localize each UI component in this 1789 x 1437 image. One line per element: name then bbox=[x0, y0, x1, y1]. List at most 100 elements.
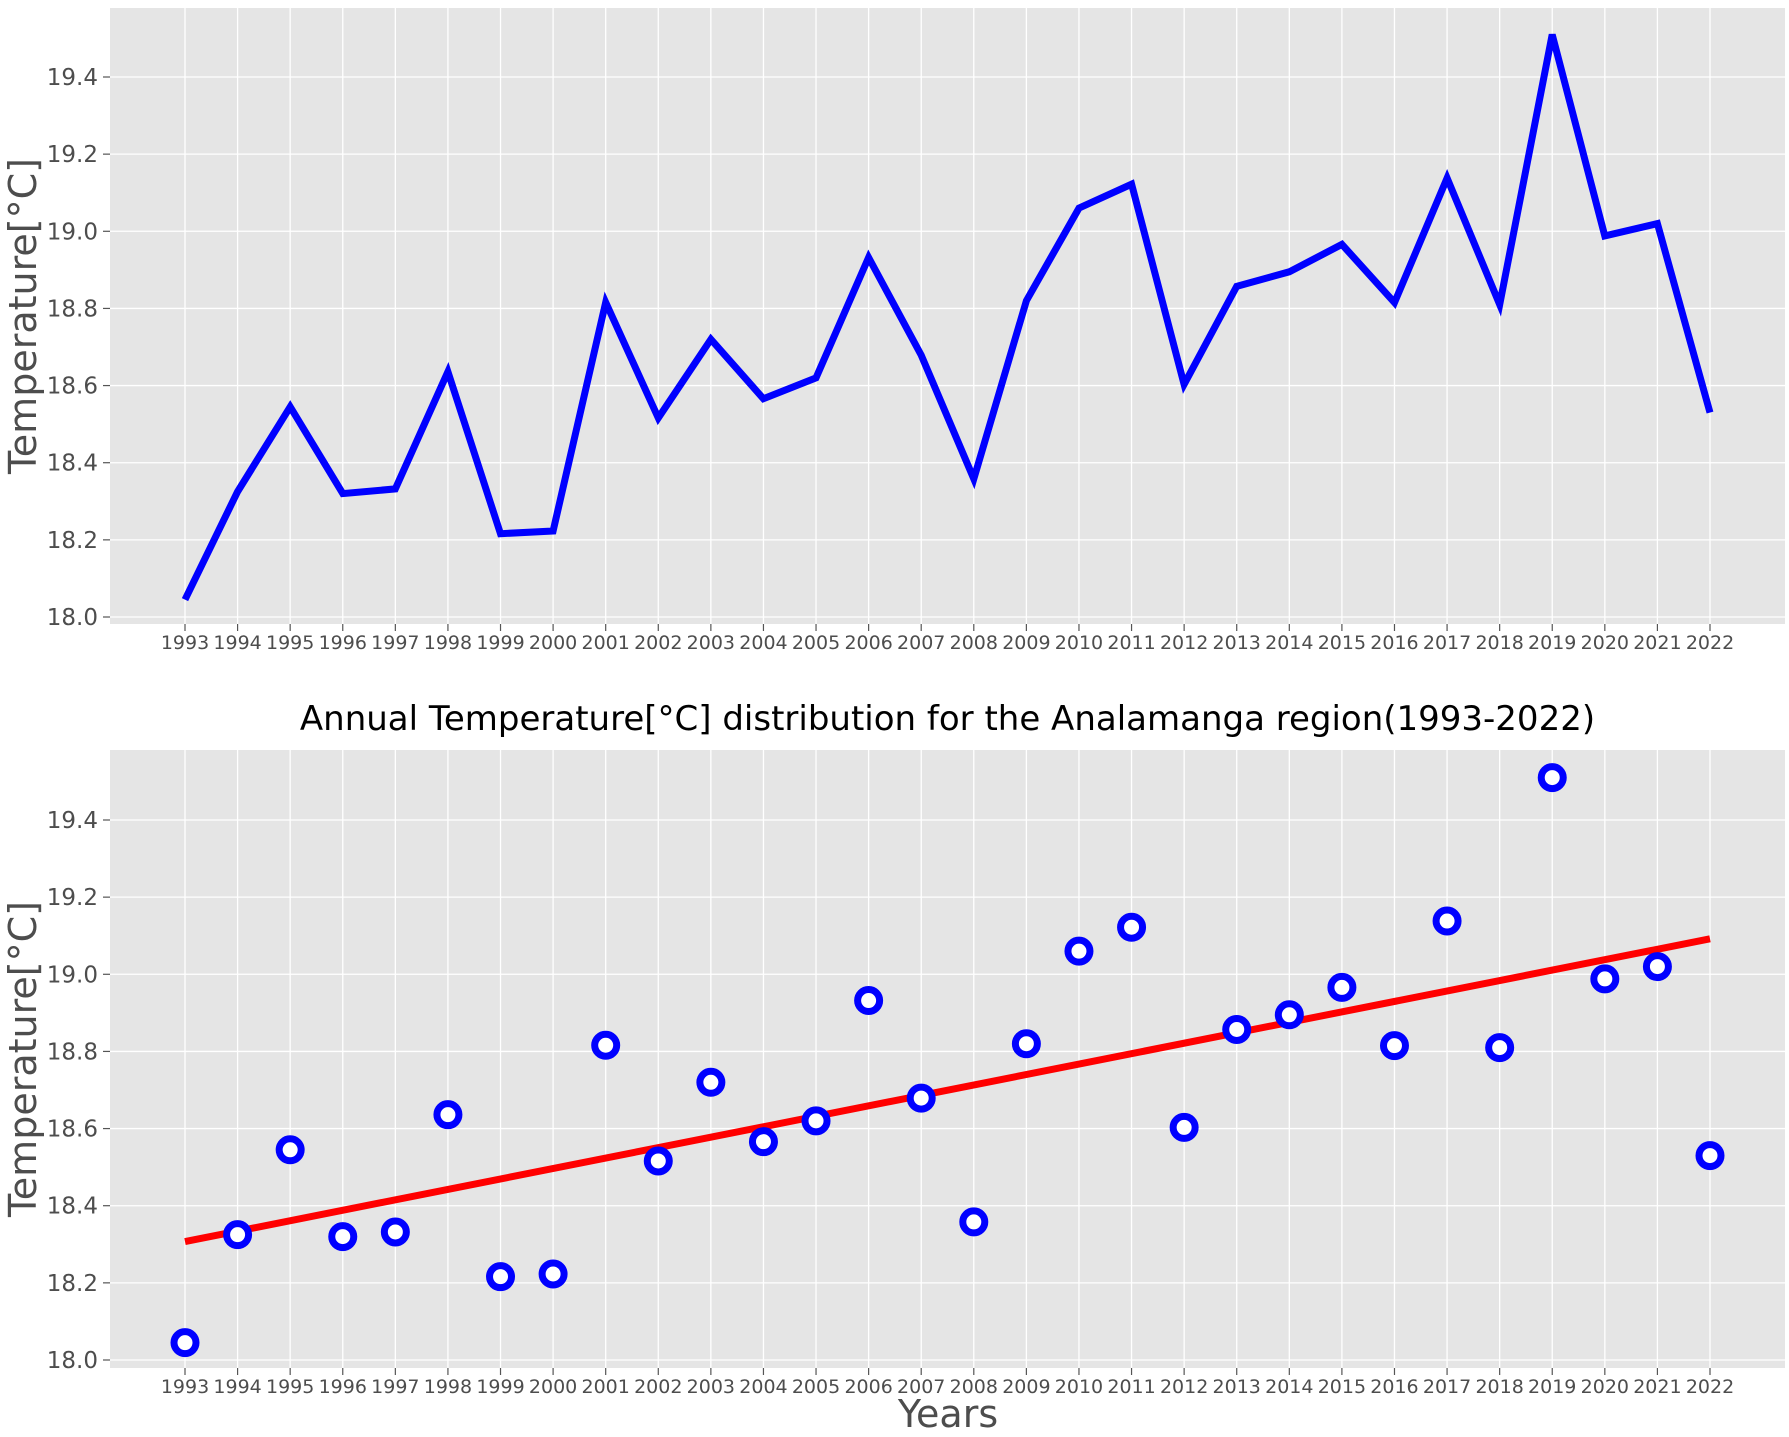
x-tick-labels: 1993 1994 1995 1996 1997 1998 1999 2000 2001 2002… bbox=[161, 1368, 1734, 1398]
y-tick-label: 18.8 bbox=[47, 296, 98, 322]
data-point bbox=[486, 1262, 516, 1292]
x-tick-label: 2009 bbox=[1002, 632, 1050, 654]
data-point bbox=[433, 1100, 463, 1130]
data-point bbox=[1590, 964, 1620, 994]
data-point bbox=[854, 986, 884, 1016]
data-point bbox=[328, 1222, 358, 1252]
x-tick-label: 1999 bbox=[476, 1376, 524, 1398]
x-tick-label: 2012 bbox=[1160, 1376, 1208, 1398]
x-tick-label: 1995 bbox=[266, 1376, 314, 1398]
x-tick-label: 2011 bbox=[1107, 1376, 1155, 1398]
data-point bbox=[1327, 972, 1357, 1002]
x-tick-label: 1997 bbox=[371, 632, 419, 654]
x-tick-label: 2014 bbox=[1265, 1376, 1313, 1398]
data-point bbox=[696, 1067, 726, 1097]
x-tick-label: 2017 bbox=[1423, 632, 1471, 654]
y-tick-label: 18.8 bbox=[47, 1039, 98, 1065]
scatter-series bbox=[170, 763, 1725, 1358]
x-axis-label: Years bbox=[897, 1392, 998, 1436]
y-tick-label: 19.0 bbox=[47, 219, 98, 245]
x-tick-label: 2008 bbox=[950, 632, 998, 654]
x-tick-label: 2015 bbox=[1318, 632, 1366, 654]
data-point bbox=[1537, 763, 1567, 793]
data-point bbox=[380, 1217, 410, 1247]
data-point bbox=[538, 1259, 568, 1289]
data-point bbox=[1432, 906, 1462, 936]
x-tick-label: 2005 bbox=[792, 1376, 840, 1398]
x-tick-label: 2007 bbox=[897, 632, 945, 654]
data-point bbox=[1117, 912, 1147, 942]
x-tick-label: 2007 bbox=[897, 1376, 945, 1398]
x-tick-label: 2001 bbox=[582, 632, 630, 654]
data-point bbox=[275, 1135, 305, 1165]
y-tick-label: 18.2 bbox=[47, 1271, 98, 1297]
x-tick-label: 1993 bbox=[161, 632, 209, 654]
x-tick-label: 2002 bbox=[634, 1376, 682, 1398]
x-tick-label: 2022 bbox=[1686, 632, 1734, 654]
x-tick-labels: 1993 1994 1995 1996 1997 1998 1999 2000 2001 2002… bbox=[161, 624, 1734, 654]
data-point bbox=[223, 1220, 253, 1250]
x-tick-label: 2006 bbox=[844, 632, 892, 654]
y-tick-labels: 18.0 18.2 18.4 18.6 18.8 19.0 19.2 19.4 bbox=[47, 65, 110, 631]
x-tick-label: 1996 bbox=[319, 632, 367, 654]
x-tick-label: 2003 bbox=[687, 632, 735, 654]
data-point bbox=[1642, 952, 1672, 982]
data-point bbox=[1011, 1029, 1041, 1059]
data-point bbox=[591, 1030, 621, 1060]
data-point bbox=[643, 1146, 673, 1176]
series-line bbox=[181, 33, 1714, 602]
x-tick-label: 1994 bbox=[213, 1376, 261, 1398]
line-series bbox=[181, 33, 1714, 602]
x-tick-label: 2010 bbox=[1055, 1376, 1103, 1398]
x-tick-label: 1997 bbox=[371, 1376, 419, 1398]
data-point bbox=[906, 1083, 936, 1113]
x-tick-label: 1998 bbox=[424, 1376, 472, 1398]
x-tick-label: 2005 bbox=[792, 632, 840, 654]
x-tick-label: 2000 bbox=[529, 1376, 577, 1398]
y-tick-label: 19.4 bbox=[47, 808, 98, 834]
x-tick-label: 1999 bbox=[476, 632, 524, 654]
line-chart-panel: 18.018.218.418.618.819.019.219.4 1993 199… bbox=[1, 8, 1785, 654]
x-tick-label: 2017 bbox=[1423, 1376, 1471, 1398]
data-point bbox=[1222, 1014, 1252, 1044]
y-tick-label: 19.0 bbox=[47, 962, 98, 988]
plot-area-background bbox=[110, 8, 1785, 624]
y-tick-label: 18.2 bbox=[47, 528, 98, 554]
x-tick-label: 2004 bbox=[739, 1376, 787, 1398]
scatter-chart-panel: 18.018.218.418.618.819.019.219.4 1993 199… bbox=[1, 699, 1785, 1436]
y-tick-label: 18.6 bbox=[47, 374, 98, 400]
x-tick-label: 2013 bbox=[1213, 632, 1261, 654]
y-tick-label: 18.4 bbox=[47, 1194, 98, 1220]
x-tick-label: 2008 bbox=[950, 1376, 998, 1398]
data-point bbox=[959, 1207, 989, 1237]
x-tick-label: 2000 bbox=[529, 632, 577, 654]
data-point bbox=[1379, 1031, 1409, 1061]
y-axis-label: Temperature[°C] bbox=[1, 901, 45, 1218]
x-tick-label: 2019 bbox=[1528, 632, 1576, 654]
data-point bbox=[1485, 1033, 1515, 1063]
x-tick-label: 2018 bbox=[1475, 632, 1523, 654]
x-tick-label: 2013 bbox=[1213, 1376, 1261, 1398]
y-tick-labels: 18.0 18.2 18.4 18.6 18.8 19.0 19.2 19.4 bbox=[47, 808, 110, 1374]
x-tick-label: 2010 bbox=[1055, 632, 1103, 654]
x-tick-label: 2020 bbox=[1581, 632, 1629, 654]
x-tick-label: 2022 bbox=[1686, 1376, 1734, 1398]
y-tick-label: 19.2 bbox=[47, 885, 98, 911]
data-point bbox=[170, 1328, 200, 1358]
x-tick-label: 2011 bbox=[1107, 632, 1155, 654]
data-point bbox=[1695, 1141, 1725, 1171]
plot-area-background bbox=[110, 750, 1785, 1368]
data-point bbox=[801, 1106, 831, 1136]
grid bbox=[110, 8, 1785, 624]
y-axis-label: Temperature[°C] bbox=[1, 158, 45, 475]
data-point bbox=[1064, 936, 1094, 966]
chart-title: Annual Temperature[°C] distribution for … bbox=[300, 699, 1595, 739]
x-tick-label: 2021 bbox=[1633, 1376, 1681, 1398]
x-tick-label: 2016 bbox=[1370, 1376, 1418, 1398]
x-tick-label: 1998 bbox=[424, 632, 472, 654]
y-tick-label: 18.0 bbox=[47, 605, 98, 631]
x-tick-label: 2009 bbox=[1002, 1376, 1050, 1398]
trend-line bbox=[184, 935, 1711, 1246]
y-tick-label: 19.4 bbox=[47, 65, 98, 91]
